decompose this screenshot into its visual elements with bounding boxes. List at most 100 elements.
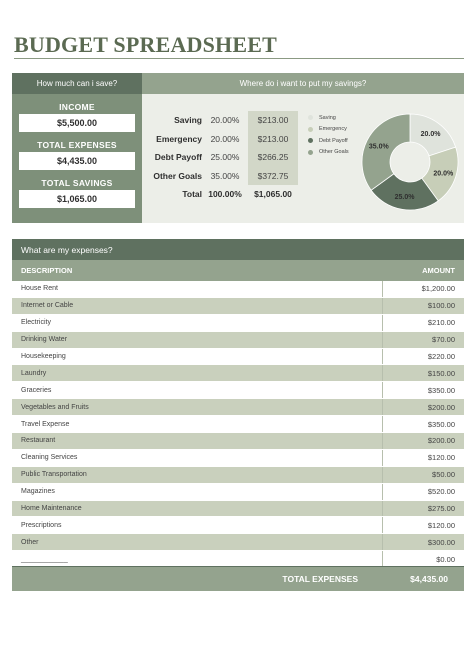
table-row: Restaurant $200.00 [12, 433, 464, 450]
allocation-total-percent: 100.00% [208, 189, 242, 200]
expense-amount[interactable]: $300.00 [382, 534, 464, 551]
expense-description[interactable]: Public Transportation [21, 471, 87, 479]
allocation-row: Saving 20.00% $213.00 [142, 111, 302, 130]
expense-description[interactable]: Cleaning Services [21, 454, 78, 462]
table-row: Drinking Water $70.00 [12, 331, 464, 349]
income-label: INCOME [59, 102, 95, 112]
allocation-total-label: Total [182, 189, 202, 200]
legend-label: Saving [319, 114, 336, 121]
allocation-percent[interactable]: 25.00% [210, 152, 240, 163]
column-header-description: DESCRIPTION [21, 266, 73, 275]
allocation-percent[interactable]: 35.00% [210, 170, 240, 181]
expense-description[interactable]: Restaurant [21, 437, 56, 445]
legend-label: Debt Payoff [319, 137, 348, 144]
savings-donut-chart: 20.0% 20.0% 25.0% 35.0% [361, 113, 459, 211]
expense-amount[interactable]: $100.00 [382, 297, 464, 314]
expense-description[interactable]: Graceries [21, 386, 52, 394]
table-row: Prescriptions $120.00 [12, 517, 464, 535]
column-header-amount: AMOUNT [422, 266, 455, 275]
expense-amount[interactable]: $70.00 [382, 331, 464, 348]
expense-description[interactable]: House Rent [21, 285, 58, 293]
allocation-table: Saving 20.00% $213.00 Emergency 20.00% $… [142, 111, 302, 204]
expense-amount[interactable]: $210.00 [382, 314, 464, 331]
expense-amount[interactable]: $0.00 [382, 551, 464, 568]
allocation-amount: $213.00 [248, 129, 298, 148]
table-row: Cleaning Services $120.00 [12, 449, 464, 467]
savings-summary-panel: How much can i save? INCOME $5,500.00 TO… [12, 73, 142, 223]
expense-amount[interactable]: $200.00 [382, 433, 464, 449]
expense-amount[interactable]: $120.00 [382, 517, 464, 534]
expense-amount[interactable]: $120.00 [382, 449, 464, 466]
expense-description[interactable]: Vegetables and Fruits [21, 403, 89, 411]
allocation-percent[interactable]: 20.00% [210, 133, 240, 144]
savings-allocation-panel: Where do i want to put my savings? Savin… [142, 73, 464, 223]
expenses-header: What are my expenses? [12, 239, 464, 260]
table-row: House Rent $1,200.00 [12, 281, 464, 298]
table-row: Internet or Cable $100.00 [12, 297, 464, 315]
expense-amount[interactable]: $50.00 [382, 466, 464, 483]
legend-label: Other Goals [319, 149, 349, 156]
expense-amount[interactable]: $150.00 [382, 365, 464, 382]
page-title: BUDGET SPREADSHEET [14, 32, 277, 57]
expense-amount[interactable]: $220.00 [382, 348, 464, 365]
title-divider [14, 58, 464, 59]
allocation-amount: $266.25 [248, 148, 298, 167]
allocation-row: Other Goals 35.00% $372.75 [142, 166, 302, 185]
allocation-name: Debt Payoff [154, 152, 202, 163]
legend-swatch [308, 115, 313, 121]
expense-description[interactable]: Magazines [21, 488, 55, 496]
expense-amount[interactable]: $350.00 [382, 382, 464, 399]
table-row: Housekeeping $220.00 [12, 348, 464, 366]
total-savings-value[interactable]: $1,065.00 [19, 190, 135, 208]
expense-description[interactable]: Housekeeping [21, 353, 66, 360]
table-row: Public Transportation $50.00 [12, 466, 464, 484]
expenses-total-label: TOTAL EXPENSES [282, 574, 358, 584]
savings-allocation-header: Where do i want to put my savings? [142, 73, 464, 94]
table-row: Laundry $150.00 [12, 365, 464, 383]
expense-description[interactable]: Home Maintenance [21, 505, 82, 513]
table-row: Vegetables and Fruits $200.00 [12, 399, 464, 417]
expense-description[interactable]: ____________ [21, 555, 68, 563]
expense-amount[interactable]: $275.00 [382, 500, 464, 517]
allocation-amount: $372.75 [248, 166, 298, 185]
expense-amount[interactable]: $350.00 [382, 416, 464, 433]
legend-swatch [308, 138, 313, 144]
legend-label: Emergency [319, 126, 347, 133]
total-expenses-value[interactable]: $4,435.00 [19, 152, 135, 170]
income-value[interactable]: $5,500.00 [19, 114, 135, 132]
expense-description[interactable]: Other [21, 538, 39, 546]
expense-description[interactable]: Drinking Water [21, 336, 68, 344]
table-row: Magazines $520.00 [12, 483, 464, 501]
expenses-total-value: $4,435.00 [410, 574, 448, 584]
expense-amount[interactable]: $1,200.00 [382, 281, 464, 297]
allocation-percent[interactable]: 20.00% [210, 115, 240, 126]
savings-summary-header: How much can i save? [12, 73, 142, 94]
expenses-total-row: TOTAL EXPENSES $4,435.00 [12, 567, 464, 591]
expense-description[interactable]: Electricity [21, 319, 51, 327]
allocation-name: Emergency [156, 133, 202, 144]
expense-description[interactable]: Laundry [21, 369, 47, 377]
total-savings-label: TOTAL SAVINGS [41, 178, 113, 188]
chart-legend: Saving Emergency Debt Payoff Other Goals [308, 112, 349, 158]
allocation-total-amount: $1,065.00 [254, 189, 292, 200]
pie-data-label: 25.0% [395, 194, 416, 201]
expense-amount[interactable]: $200.00 [382, 399, 464, 416]
expense-description[interactable]: Travel Expense [21, 420, 70, 428]
expense-amount[interactable]: $520.00 [382, 483, 464, 500]
table-row: Electricity $210.00 [12, 314, 464, 332]
expense-description[interactable]: Prescriptions [21, 521, 62, 529]
allocation-total-row: Total 100.00% $1,065.00 [142, 185, 302, 204]
allocation-name: Saving [174, 115, 202, 126]
pie-data-label: 35.0% [369, 144, 390, 151]
legend-item: Other Goals [308, 147, 349, 159]
pie-slice [361, 113, 411, 191]
legend-swatch [308, 126, 313, 132]
legend-swatch [308, 149, 313, 155]
allocation-row: Debt Payoff 25.00% $266.25 [142, 148, 302, 167]
legend-item: Saving [308, 112, 349, 124]
legend-item: Emergency [308, 124, 349, 136]
allocation-row: Emergency 20.00% $213.00 [142, 129, 302, 148]
expense-description[interactable]: Internet or Cable [21, 302, 74, 310]
pie-data-label: 20.0% [421, 131, 442, 138]
allocation-name: Other Goals [153, 170, 202, 181]
